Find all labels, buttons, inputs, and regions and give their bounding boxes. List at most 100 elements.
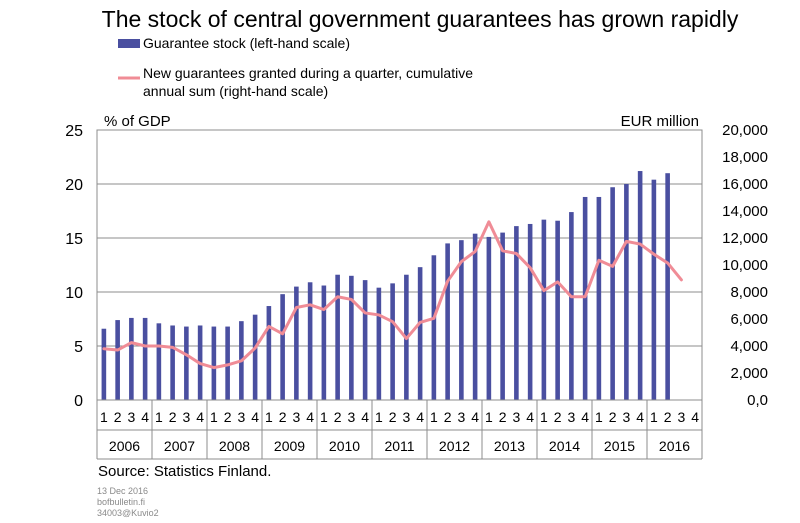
quarter-label: 4 (416, 409, 424, 425)
line-point (488, 221, 490, 223)
quarter-label: 4 (251, 409, 259, 425)
year-label: 2016 (659, 438, 690, 454)
quarter-label: 3 (292, 409, 300, 425)
quarter-label: 4 (196, 409, 204, 425)
quarter-label: 2 (389, 409, 397, 425)
line-point (350, 298, 353, 301)
line-point (378, 314, 380, 316)
line-point (543, 289, 545, 292)
right-tick-label: 8,000 (730, 284, 768, 301)
quarter-label: 3 (402, 409, 410, 425)
line-point (570, 295, 573, 298)
quarter-label: 3 (567, 409, 575, 425)
quarter-label: 2 (499, 409, 507, 425)
quarter-label: 1 (320, 409, 328, 425)
bar (142, 317, 148, 400)
line-point (474, 250, 476, 253)
year-label: 2014 (549, 438, 580, 454)
line-point (625, 240, 628, 243)
bar (376, 287, 382, 400)
line-point (130, 341, 133, 344)
bar (527, 223, 533, 400)
bar (624, 184, 629, 400)
bar (101, 328, 107, 400)
line-point (254, 347, 256, 349)
line-point (611, 265, 614, 268)
line-point (598, 259, 600, 262)
line-point (144, 345, 146, 347)
meta-site: bofbulletin.fi (97, 497, 145, 507)
bar (321, 285, 327, 400)
line-point (323, 308, 325, 311)
legend-bar-swatch (118, 39, 140, 48)
bar (390, 283, 395, 400)
quarter-label: 1 (265, 409, 273, 425)
right-tick-label: 12,000 (722, 230, 768, 247)
bar (637, 171, 643, 400)
bar (665, 173, 670, 400)
bar (555, 220, 560, 400)
quarter-label: 2 (279, 409, 287, 425)
right-tick-label: 10,000 (722, 257, 768, 274)
left-tick-label: 10 (65, 285, 83, 302)
bar (431, 255, 437, 400)
quarter-label: 4 (141, 409, 149, 425)
bar (349, 275, 354, 400)
quarter-label: 4 (471, 409, 479, 425)
year-label: 2009 (274, 438, 305, 454)
bar (472, 233, 478, 400)
quarter-label: 2 (609, 409, 617, 425)
quarter-label: 2 (224, 409, 232, 425)
left-tick-label: 0 (74, 393, 83, 410)
right-tick-label: 2,000 (730, 365, 768, 382)
quarter-label: 1 (485, 409, 493, 425)
quarter-label: 3 (457, 409, 465, 425)
line-point (446, 280, 449, 283)
line-point (529, 266, 531, 269)
left-axis-title: % of GDP (104, 113, 171, 130)
bar (417, 267, 423, 400)
line-point (116, 349, 119, 351)
quarter-label: 4 (361, 409, 369, 425)
bar (459, 240, 464, 400)
legend: Guarantee stock (left-hand scale) New gu… (118, 35, 473, 99)
line-point (653, 253, 655, 255)
quarter-label: 4 (306, 409, 314, 425)
bar (486, 236, 492, 400)
line-point (501, 250, 504, 252)
left-axis-ticks: 0 5 10 15 20 25 (65, 123, 83, 410)
right-tick-label: 0,0 (747, 392, 768, 409)
bar (541, 219, 547, 400)
quarter-label: 4 (691, 409, 699, 425)
line-point (405, 337, 408, 340)
bar (170, 325, 175, 400)
quarter-label: 3 (677, 409, 685, 425)
chart-title: The stock of central government guarante… (102, 6, 739, 32)
source-note: Source: Statistics Finland. (98, 463, 271, 480)
bar-series (101, 171, 670, 400)
year-label: 2012 (439, 438, 470, 454)
line-point (336, 295, 339, 298)
quarter-label: 1 (375, 409, 383, 425)
right-tick-label: 20,000 (722, 122, 768, 139)
legend-line-label-2: annual sum (right-hand scale) (143, 83, 328, 99)
left-tick-label: 20 (65, 177, 83, 194)
bar (184, 326, 189, 400)
bar (280, 294, 285, 400)
legend-line-label-1: New guarantees granted during a quarter,… (143, 65, 473, 81)
line-point (199, 362, 201, 365)
line-point (226, 364, 229, 366)
quarter-label: 3 (347, 409, 355, 425)
bar (252, 314, 258, 400)
bar (294, 286, 299, 400)
right-axis-ticks: 0,0 2,000 4,000 6,000 8,000 10,000 12,000 14,00… (722, 122, 768, 409)
quarter-label: 2 (334, 409, 342, 425)
line-point (419, 321, 421, 324)
bar (307, 282, 313, 400)
line-point (309, 304, 311, 306)
line-point (433, 317, 435, 320)
meta-date: 13 Dec 2016 (97, 486, 148, 496)
year-label: 2006 (109, 438, 140, 454)
